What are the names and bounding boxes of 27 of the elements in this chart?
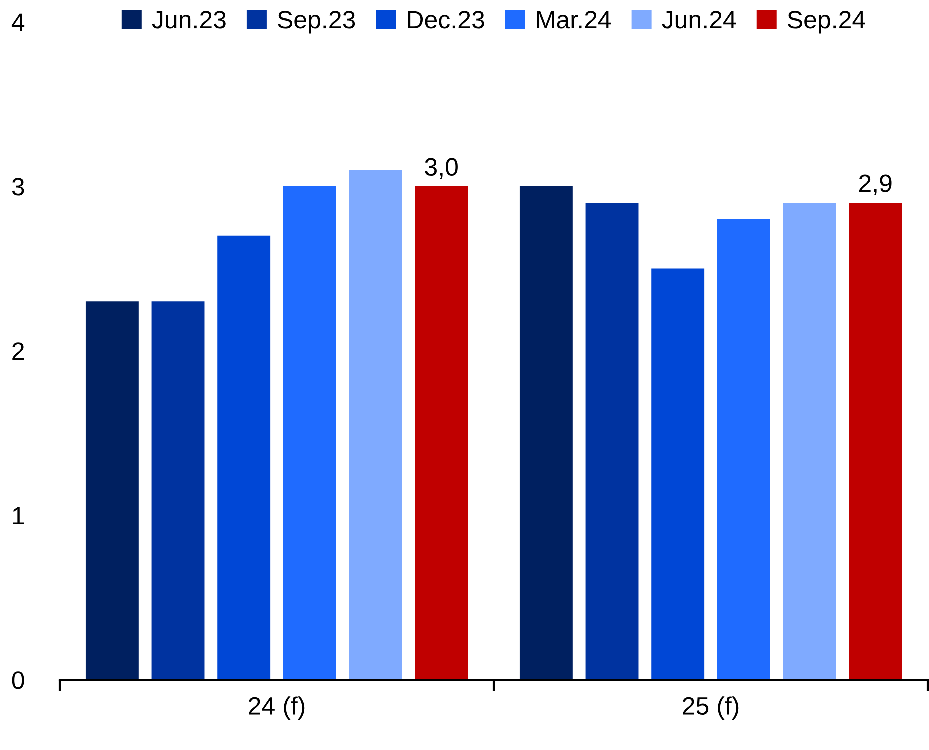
bar xyxy=(349,170,402,680)
bar xyxy=(283,186,336,680)
bar xyxy=(218,236,271,680)
y-tick-label: 1 xyxy=(13,507,24,525)
legend-label: Sep.24 xyxy=(788,11,866,34)
bar xyxy=(86,302,139,680)
y-tick-label: 3 xyxy=(12,178,24,196)
legend-label: Mar.24 xyxy=(537,11,612,29)
legend-label: Dec.23 xyxy=(408,11,484,29)
bar xyxy=(849,202,902,680)
bar xyxy=(152,302,205,680)
legend-label: Sep.23 xyxy=(278,11,356,34)
bar xyxy=(520,186,573,680)
data-label: 3,0 xyxy=(425,158,458,179)
y-tick-label: 4 xyxy=(12,14,25,32)
y-tick-label: 2 xyxy=(12,342,24,360)
bar xyxy=(586,202,639,680)
data-label: 2,9 xyxy=(859,174,892,196)
bar xyxy=(415,186,468,680)
x-tick-label: 25 (f) xyxy=(683,696,739,720)
bar xyxy=(652,268,705,680)
bar xyxy=(783,202,836,680)
x-tick-label: 24 (f) xyxy=(249,696,305,720)
legend-label: Jun.23 xyxy=(152,11,226,29)
legend-label: Jun.24 xyxy=(662,11,736,29)
bar xyxy=(717,219,770,680)
y-tick-label: 0 xyxy=(12,672,24,690)
